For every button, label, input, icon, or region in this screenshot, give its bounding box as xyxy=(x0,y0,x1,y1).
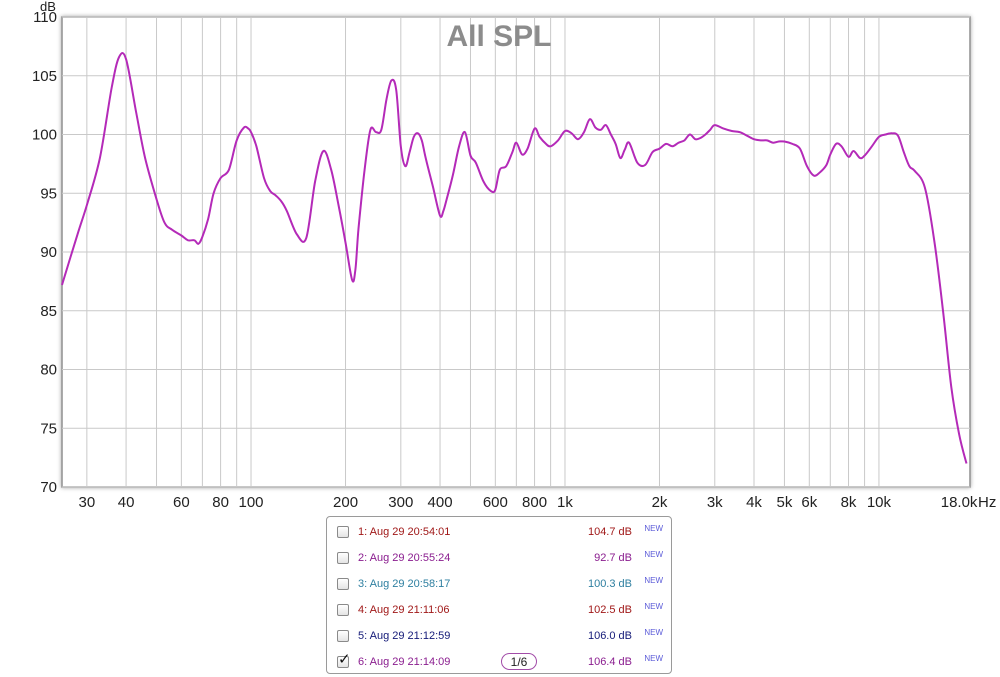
measurement-checkbox[interactable] xyxy=(337,526,349,538)
new-badge: NEW xyxy=(644,628,663,637)
measurement-label: 2: Aug 29 20:55:24 xyxy=(358,552,451,564)
measurement-label: 4: Aug 29 21:11:06 xyxy=(358,604,450,616)
measurement-checkbox[interactable] xyxy=(337,552,349,564)
legend-row[interactable]: 1: Aug 29 20:54:01 104.7 dB NEW xyxy=(337,523,663,543)
legend-row[interactable]: 5: Aug 29 21:12:59 106.0 dB NEW xyxy=(337,627,663,647)
measurement-value: 100.3 dB xyxy=(587,578,632,590)
x-tick-label: 30 xyxy=(79,494,96,511)
x-tick-label: 2k xyxy=(652,494,668,511)
y-tick-label: 110 xyxy=(33,9,57,26)
y-tick-label: 100 xyxy=(32,127,57,144)
measurement-value: 106.4 dB xyxy=(587,656,632,668)
y-tick-label: 70 xyxy=(40,479,57,496)
measurement-checkbox[interactable] xyxy=(337,604,349,616)
y-tick-label: 90 xyxy=(40,244,57,261)
measurement-label: 1: Aug 29 20:54:01 xyxy=(358,526,451,538)
legend-row[interactable]: 2: Aug 29 20:55:24 92.7 dB NEW xyxy=(337,549,663,569)
checkmark-icon: ✓ xyxy=(338,651,351,668)
y-tick-label: 75 xyxy=(40,420,57,437)
measurement-value: 102.5 dB xyxy=(587,604,632,616)
x-tick-label: 80 xyxy=(212,494,229,511)
legend-row[interactable]: ✓ 6: Aug 29 21:14:09 106.4 dB NEW 1/6 xyxy=(337,652,663,673)
smoothing-selector[interactable]: 1/6 xyxy=(501,653,537,670)
grid xyxy=(62,16,970,488)
chart-title: All SPL xyxy=(446,20,551,53)
measurement-label: 6: Aug 29 21:14:09 xyxy=(358,656,451,668)
x-tick-label: 40 xyxy=(118,494,135,511)
x-tick-label: 10k xyxy=(867,494,892,511)
x-tick-label: 800 xyxy=(522,494,547,511)
x-tick-label: 6k xyxy=(801,494,817,511)
measurement-legend: 1: Aug 29 20:54:01 104.7 dB NEW 2: Aug 29 2… xyxy=(326,516,672,674)
y-tick-label: 105 xyxy=(32,68,57,85)
y-tick-label: 85 xyxy=(40,303,57,320)
new-badge: NEW xyxy=(644,602,663,611)
x-tick-label: 300 xyxy=(388,494,413,511)
y-axis-unit: dB xyxy=(40,0,56,14)
x-tick-label: 5k xyxy=(777,494,793,511)
measurement-value: 106.0 dB xyxy=(587,630,632,642)
new-badge: NEW xyxy=(644,524,663,533)
new-badge: NEW xyxy=(644,654,663,663)
x-tick-label: 100 xyxy=(239,494,264,511)
measurement-label: 3: Aug 29 20:58:17 xyxy=(358,578,451,590)
x-tick-label: 1k xyxy=(557,494,573,511)
measurement-value: 92.7 dB xyxy=(594,552,632,564)
measurement-value: 104.7 dB xyxy=(587,526,632,538)
measurement-checkbox[interactable] xyxy=(337,578,349,590)
spl-chart: All SPL 70 75 80 85 90 95 100 105 110 30 40 60 80 10… xyxy=(32,0,996,511)
measurement-label: 5: Aug 29 21:12:59 xyxy=(358,630,451,642)
x-tick-label: 3k xyxy=(707,494,723,511)
x-axis-ticks: 30 40 60 80 100 200 300 400 600 800 1k 2k 3k 4k 5k 6k 8k… xyxy=(79,494,978,511)
new-badge: NEW xyxy=(644,576,663,585)
x-tick-label: 4k xyxy=(746,494,762,511)
new-badge: NEW xyxy=(644,550,663,559)
x-tick-label: 8k xyxy=(841,494,857,511)
x-tick-label: 600 xyxy=(483,494,508,511)
x-tick-label: 18.0k xyxy=(941,494,978,511)
series-line-spl xyxy=(61,52,968,464)
measurement-checkbox[interactable]: ✓ xyxy=(337,652,351,668)
x-tick-label: 400 xyxy=(428,494,453,511)
y-axis-ticks: 70 75 80 85 90 95 100 105 110 xyxy=(32,9,57,496)
x-tick-label: 60 xyxy=(173,494,190,511)
legend-row[interactable]: 3: Aug 29 20:58:17 100.3 dB NEW xyxy=(337,575,663,595)
x-tick-label: 200 xyxy=(333,494,358,511)
measurement-checkbox[interactable] xyxy=(337,630,349,642)
y-tick-label: 95 xyxy=(40,185,57,202)
legend-row[interactable]: 4: Aug 29 21:11:06 102.5 dB NEW xyxy=(337,601,663,621)
y-tick-label: 80 xyxy=(40,362,57,379)
x-axis-unit: Hz xyxy=(978,494,996,511)
